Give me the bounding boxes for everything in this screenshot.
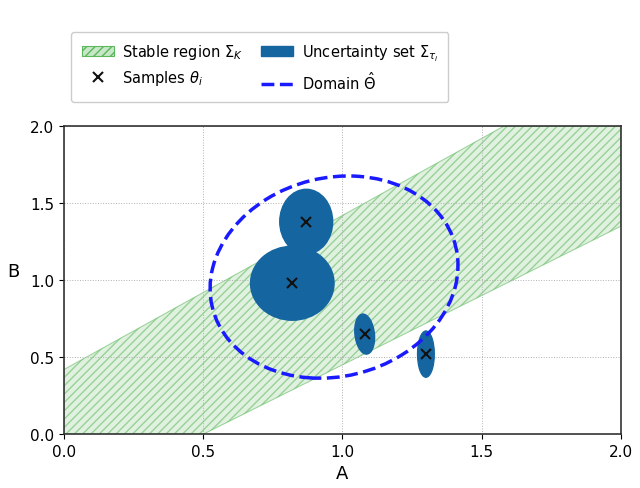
Legend: Stable region $\Sigma_K$, Samples $\theta_i$, Uncertainty set $\Sigma_{\tau_i}$,: Stable region $\Sigma_K$, Samples $\thet… [71, 33, 449, 102]
Ellipse shape [250, 247, 334, 321]
Polygon shape [64, 127, 621, 434]
X-axis label: A: A [336, 465, 349, 483]
Ellipse shape [355, 314, 374, 354]
Y-axis label: B: B [8, 263, 20, 281]
Ellipse shape [417, 331, 435, 377]
Ellipse shape [280, 190, 333, 254]
